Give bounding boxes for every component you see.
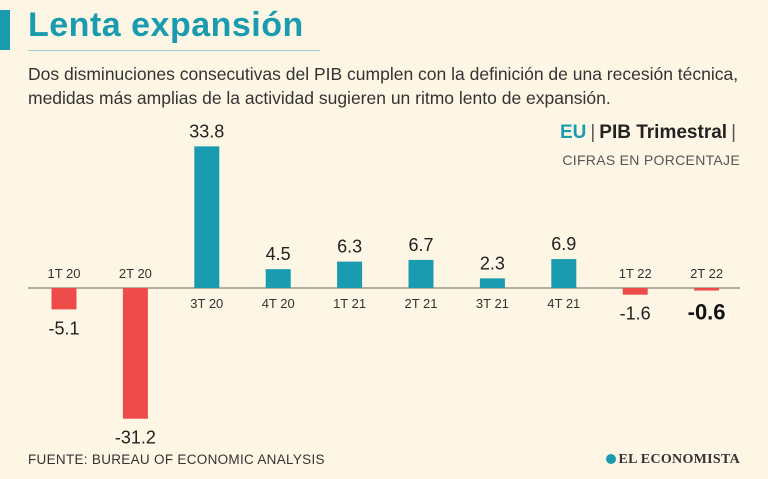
bar-2t-20 bbox=[122, 288, 148, 419]
value-label: -0.6 bbox=[688, 300, 726, 325]
category-label: 3T 21 bbox=[476, 296, 509, 311]
category-label: 2T 21 bbox=[404, 296, 437, 311]
value-label: -5.1 bbox=[48, 318, 79, 338]
category-label: 4T 20 bbox=[262, 296, 295, 311]
value-label: 6.9 bbox=[551, 234, 576, 254]
legend-separator: | bbox=[590, 122, 596, 143]
bar-1t-21 bbox=[337, 261, 363, 288]
chart-subtitle: Dos disminuciones consecutivas del PIB c… bbox=[28, 64, 739, 108]
category-label: 1T 21 bbox=[333, 296, 366, 311]
category-label: 2T 22 bbox=[690, 266, 723, 281]
bar-1t-22 bbox=[622, 288, 648, 295]
brand-name: EL ECONOMISTA bbox=[618, 452, 740, 467]
value-label: 6.7 bbox=[408, 235, 433, 255]
title-underline bbox=[28, 50, 320, 51]
brand-icon bbox=[605, 454, 616, 464]
value-label: 6.3 bbox=[337, 237, 362, 257]
bar-3t-21 bbox=[479, 278, 505, 288]
legend-country: EU bbox=[559, 122, 587, 143]
units-label: CIFRAS EN PORCENTAJE bbox=[562, 152, 740, 168]
legend-series-label: PIB Trimestral bbox=[599, 122, 728, 143]
source-note: FUENTE: BUREAU OF ECONOMIC ANALYSIS bbox=[28, 452, 325, 467]
title-accent-bar bbox=[0, 10, 10, 50]
bar-3t-20 bbox=[194, 146, 220, 288]
bar-2t-22 bbox=[694, 288, 720, 291]
bar-1t-20 bbox=[51, 288, 77, 310]
value-label: -1.6 bbox=[620, 304, 651, 324]
value-label: 4.5 bbox=[266, 244, 291, 264]
chart-title: Lenta expansión bbox=[28, 6, 304, 44]
bar-4t-21 bbox=[551, 259, 577, 288]
value-label: 2.3 bbox=[480, 253, 505, 273]
value-label: 33.8 bbox=[189, 121, 224, 141]
category-label: 3T 20 bbox=[190, 296, 223, 311]
value-label: -31.2 bbox=[115, 428, 156, 448]
category-label: 2T 20 bbox=[119, 266, 152, 281]
bar-4t-20 bbox=[265, 269, 291, 288]
legend: EU | PIB Trimestral | bbox=[560, 122, 740, 144]
category-label: 4T 21 bbox=[547, 296, 580, 311]
bar-2t-21 bbox=[408, 259, 434, 288]
category-label: 1T 22 bbox=[619, 266, 652, 281]
brand-logo: EL ECONOMISTA bbox=[605, 452, 741, 468]
category-label: 1T 20 bbox=[47, 266, 80, 281]
legend-separator-trailing: | bbox=[731, 122, 736, 143]
